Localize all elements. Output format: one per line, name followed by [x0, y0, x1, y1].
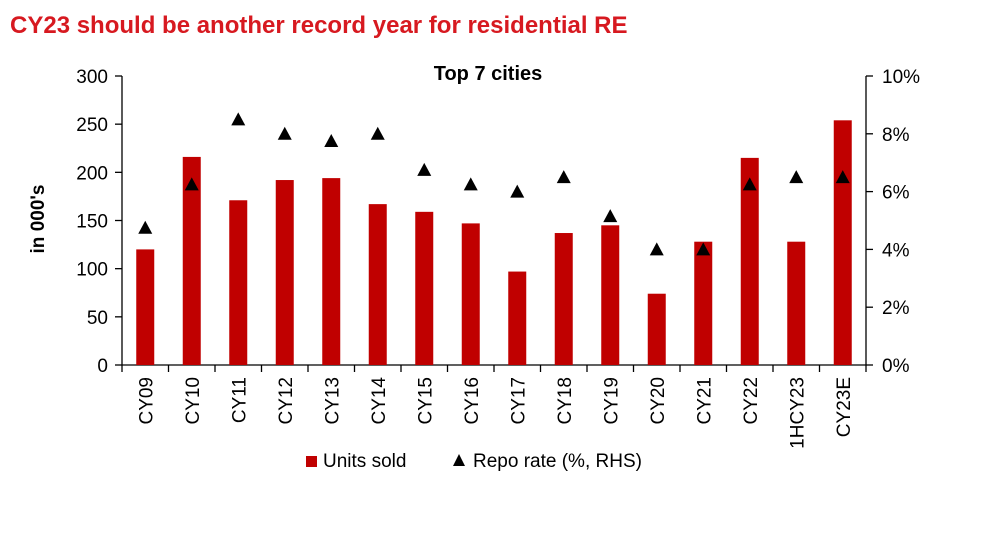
x-tick-label: CY15: [415, 377, 436, 425]
y-tick-label: 250: [76, 115, 108, 136]
bar: [275, 180, 294, 365]
repo-rate-marker: [277, 126, 292, 140]
x-tick-label: CY23E: [834, 377, 855, 437]
repo-rate-marker: [138, 220, 153, 234]
x-tick-label: CY19: [601, 377, 622, 425]
x-tick-label: CY17: [508, 377, 529, 425]
repo-rate-marker: [417, 162, 432, 176]
repo-rate-marker: [231, 112, 246, 126]
legend-bar-swatch: [306, 456, 317, 467]
headline: CY23 should be another record year for r…: [10, 12, 628, 39]
x-tick-label: CY09: [136, 377, 157, 425]
x-tick-label: CY12: [276, 377, 297, 425]
x-tick-label: CY20: [648, 377, 669, 425]
legend: Units sold Repo rate (%, RHS): [306, 451, 642, 472]
repo-rate-marker: [603, 209, 618, 223]
bar: [415, 211, 434, 365]
repo-rate-marker: [556, 170, 571, 184]
repo-rate-marker: [463, 177, 478, 191]
legend-marker-label: Repo rate (%, RHS): [473, 451, 642, 472]
repo-rate-marker: [696, 242, 711, 256]
y2-tick-label: 10%: [882, 67, 920, 88]
bar: [833, 120, 852, 366]
chart-title: Top 7 cities: [434, 63, 543, 85]
repo-rate-marker: [649, 242, 664, 256]
y-axis-label: in 000's: [28, 185, 49, 254]
repo-rate-marker: [510, 184, 525, 198]
bar: [508, 271, 527, 365]
y-tick-label: 0: [97, 356, 108, 377]
y-tick-label: 100: [76, 260, 108, 281]
y-tick-label: 150: [76, 212, 108, 233]
bar: [647, 293, 666, 365]
y2-tick-label: 6%: [882, 183, 910, 204]
x-tick-label: CY10: [183, 377, 204, 425]
bar: [740, 157, 759, 365]
x-tick-label: CY13: [322, 377, 343, 425]
x-tick-label: CY14: [369, 377, 390, 425]
repo-rate-marker: [742, 177, 757, 191]
x-tick-label: CY21: [694, 377, 715, 425]
y2-tick-label: 8%: [882, 125, 910, 146]
bar: [554, 233, 573, 365]
bars: [136, 120, 852, 366]
y-tick-label: 50: [87, 308, 108, 329]
y2-tick-label: 0%: [882, 356, 910, 377]
y2-tick-label: 2%: [882, 298, 910, 319]
bar: [787, 241, 806, 365]
bar: [601, 225, 620, 365]
bar: [229, 200, 248, 365]
bar: [182, 156, 201, 365]
y-tick-label: 200: [76, 163, 108, 184]
x-tick-label: CY11: [229, 377, 250, 423]
repo-rate-marker: [835, 170, 850, 184]
bar: [368, 204, 387, 365]
x-tick-label: CY18: [555, 377, 576, 425]
x-tick-label: CY16: [462, 377, 483, 425]
bar: [322, 178, 341, 365]
legend-marker-swatch: [453, 454, 465, 466]
y2-tick-label: 4%: [882, 240, 910, 261]
x-tick-label: CY22: [741, 377, 762, 425]
x-tick-label: 1HCY23: [787, 377, 808, 449]
repo-rate-marker: [184, 177, 199, 191]
repo-rate-marker: [324, 134, 339, 148]
bar: [694, 241, 713, 365]
markers: [138, 112, 850, 256]
y-tick-label: 300: [76, 67, 108, 88]
repo-rate-marker: [370, 126, 385, 140]
legend-bar-label: Units sold: [323, 451, 406, 472]
repo-rate-marker: [789, 170, 804, 184]
bar: [461, 223, 480, 365]
bar: [136, 249, 155, 365]
